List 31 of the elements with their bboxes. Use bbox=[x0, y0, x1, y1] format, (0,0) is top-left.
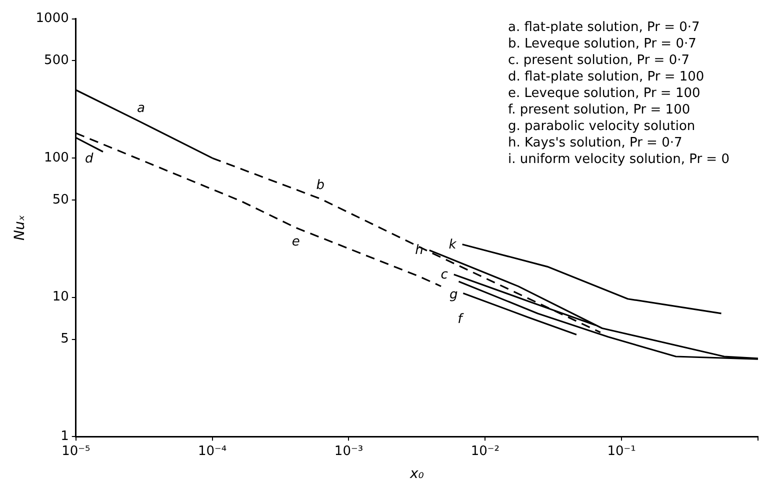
x-tick-label: 10⁻² bbox=[470, 444, 500, 459]
x-tick-label: 10⁻³ bbox=[334, 444, 364, 459]
y-tick-label: 10 bbox=[52, 290, 69, 305]
annotation: a. flat-plate solution, Pr = 0·7 bbox=[508, 20, 700, 35]
y-tick-label: 500 bbox=[44, 53, 69, 68]
series-label: e bbox=[292, 234, 300, 250]
series-label: a bbox=[136, 101, 145, 116]
annotation: f. present solution, Pr = 100 bbox=[508, 102, 690, 118]
series-label: f bbox=[458, 312, 465, 328]
annotation: g. parabolic velocity solution bbox=[508, 118, 696, 134]
y-tick-label: 1 bbox=[60, 428, 69, 444]
y-tick-label: 1000 bbox=[36, 11, 69, 26]
y-tick-label: 50 bbox=[52, 192, 69, 208]
x-tick-label: 10⁻⁴ bbox=[198, 444, 227, 459]
y-axis-title: Nuₓ bbox=[12, 214, 28, 240]
series-label: g bbox=[449, 287, 458, 302]
series-label: k bbox=[448, 237, 457, 252]
annotation: e. Leveque solution, Pr = 100 bbox=[508, 86, 700, 101]
annotation: c. present solution, Pr = 0·7 bbox=[508, 52, 690, 68]
x-tick-label: 10⁻¹ bbox=[607, 444, 636, 459]
y-tick-label: 5 bbox=[60, 332, 69, 347]
x-tick-label: 10⁻⁵ bbox=[62, 444, 90, 459]
series-label: b bbox=[316, 178, 325, 193]
series-label: d bbox=[84, 152, 94, 167]
y-tick-label: 100 bbox=[44, 150, 69, 166]
annotation: i. uniform velocity solution, Pr = 0 bbox=[508, 152, 730, 167]
annotation: b. Leveque solution, Pr = 0·7 bbox=[508, 36, 696, 52]
series-label: c bbox=[440, 267, 448, 282]
x-axis-title: x₀ bbox=[408, 466, 424, 482]
annotation: d. flat-plate solution, Pr = 100 bbox=[508, 69, 704, 84]
annotation: h. Kays's solution, Pr = 0·7 bbox=[508, 135, 682, 150]
